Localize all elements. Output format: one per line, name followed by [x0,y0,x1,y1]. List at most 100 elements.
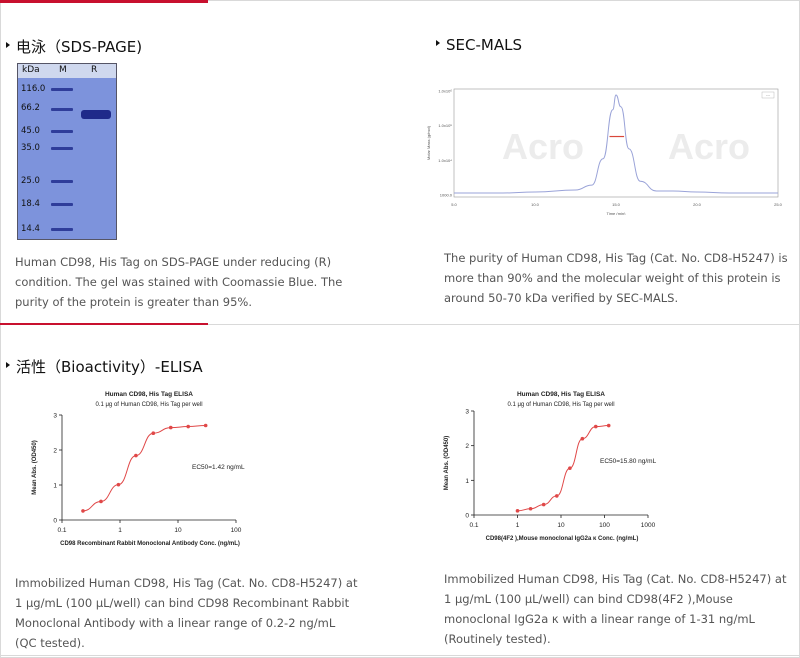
x-tick-label: 0.1 [469,522,478,529]
watermark-text: Acro [668,126,750,167]
bullet-triangle-icon [6,361,10,368]
elisa-heading: 活性（Bioactivity）-ELISA [6,356,203,377]
y-tick-label: 1.0x10⁵ [438,123,452,128]
x-tick-label: 10 [557,522,565,529]
x-tick-label: 10.0 [531,202,540,207]
marker-label: 18.4 [21,199,40,209]
marker-label: 14.4 [21,224,40,234]
bullet-triangle-icon [6,41,10,48]
data-point [580,436,585,441]
data-point [554,494,559,498]
gel-header: kDa M R [18,64,116,78]
top-accent-bar [0,0,208,3]
marker-label: 66.2 [21,103,40,113]
ec50-annotation: EC50=15.80 ng/mL [600,458,657,465]
y-axis-label: Mean Abs. (OD450) [444,436,450,490]
x-tick-label: 100 [599,522,610,529]
marker-band [51,180,73,183]
x-tick-label: 1000 [641,522,656,529]
fit-curve [82,425,206,512]
sec-mals-caption: The purity of Human CD98, His Tag (Cat. … [444,251,788,305]
data-point [168,425,173,430]
marker-label: 35.0 [21,143,40,153]
data-point [99,499,103,504]
sec-mals-heading: SEC-MALS [436,36,522,54]
uv-trace-line [453,94,778,194]
y-tick-label: 1000.0 [440,193,453,198]
legend-label: --- [766,93,771,98]
sec-mals-title: SEC-MALS [446,36,522,54]
x-tick-label: 10 [174,527,182,534]
x-tick-label: 15.0 [612,202,621,207]
x-tick-label: 25.0 [774,202,783,207]
x-axis-label: CD98(4F2 ),Mouse monoclonal IgG2a κ Conc… [486,536,639,542]
y-tick-label: 2 [53,448,57,455]
y-tick-label: 1.0x10⁴ [438,158,452,163]
gel-lane-m-label: M [59,65,67,75]
x-tick-label: 1 [118,527,122,534]
data-point [593,424,598,429]
y-tick-label: 3 [53,413,57,420]
elisa-caption-left: Immobilized Human CD98, His Tag (Cat. No… [15,576,358,650]
sample-band [81,110,111,119]
sec-mals-chart: Acro Acro 5.0 10.0 15.0 20.0 25.0 1.0x10⁶ 1.0x10… [426,88,783,216]
marker-band [51,108,73,111]
chart-title: Human CD98, His Tag ELISA [105,391,193,398]
data-point [606,423,611,428]
data-point [151,431,156,435]
sds-page-caption: Human CD98, His Tag on SDS-PAGE under re… [15,255,343,309]
data-point [116,482,121,487]
marker-band [51,147,73,150]
data-point [186,424,191,429]
marker-band [51,130,73,133]
sds-page-gel-image: kDa M R 116.0 66.2 45.0 35.0 25.0 18.4 1… [17,63,117,240]
marker-band [51,228,73,231]
x-axis-label: Time (min) [607,211,627,215]
legend-box [761,91,775,99]
y-tick-label: 1 [465,478,469,485]
chart-title: Human CD98, His Tag ELISA [517,391,605,398]
data-point [568,466,572,470]
y-tick-label: 0 [465,513,469,520]
x-axis-label: CD98 Recombinant Rabbit Monoclonal Antib… [60,541,240,547]
watermark-text: Acro [502,126,584,167]
sds-page-heading: 电泳（SDS-PAGE) [6,36,142,57]
marker-band [51,88,73,91]
sds-page-title: 电泳（SDS-PAGE) [16,38,143,56]
gel-lane-r-label: R [91,65,98,75]
x-tick-label: 0.1 [57,527,66,534]
plot-frame [453,88,779,198]
marker-band [51,203,73,206]
data-point [541,502,546,507]
x-tick-label: 20.0 [693,202,702,207]
section-divider-accent [0,323,208,325]
y-tick-label: 1.0x10⁶ [438,89,452,94]
fit-curve [517,425,609,512]
data-point [528,506,533,511]
elisa-caption-right: Immobilized Human CD98, His Tag (Cat. No… [444,572,787,646]
elisa-chart-right: Human CD98, His Tag ELISA 0.1 μg of Human… [444,391,657,542]
elisa-title: 活性（Bioactivity）-ELISA [16,358,203,376]
y-tick-label: 1 [53,483,57,490]
data-point [134,453,138,458]
data-point [515,509,520,513]
x-tick-label: 5.0 [451,202,457,207]
x-tick-label: 1 [516,522,520,529]
y-axis-label: Mean Abs. (OD450) [32,440,38,494]
ec50-annotation: EC50=1.42 ng/mL [192,464,245,471]
y-tick-label: 2 [465,443,469,450]
y-tick-label: 3 [465,409,469,416]
y-tick-label: 0 [53,518,57,525]
marker-label: 45.0 [21,126,40,136]
bullet-triangle-icon [436,39,440,46]
bottom-divider [0,655,800,656]
marker-label: 25.0 [21,176,40,186]
chart-subtitle: 0.1 μg of Human CD98, His Tag per well [95,402,202,408]
data-point [203,423,208,428]
y-axis-label: Molar Mass (g/mol) [426,125,431,160]
chart-subtitle: 0.1 μg of Human CD98, His Tag per well [507,402,614,408]
data-point [81,509,85,513]
elisa-chart-left: Human CD98, His Tag ELISA 0.1 μg of Human… [32,391,245,547]
section-divider [0,324,800,325]
gel-kda-label: kDa [22,65,40,75]
